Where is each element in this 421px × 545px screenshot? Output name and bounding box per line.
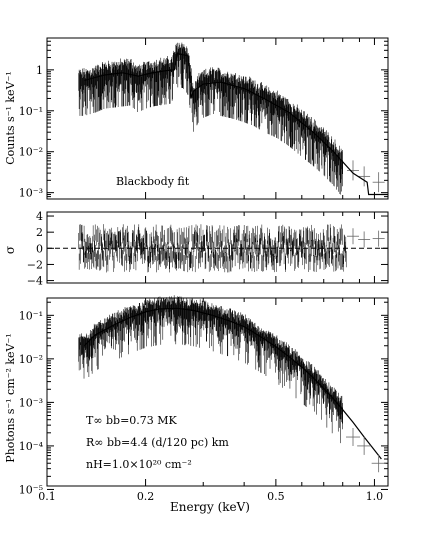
bottom-annotation-nh: nH=1.0×10²⁰ cm⁻² [86, 458, 192, 471]
y-tick-label: 10⁻² [19, 146, 43, 159]
model-line [83, 307, 382, 460]
model-line [84, 52, 388, 196]
top-annotation: Blackbody fit [116, 175, 190, 188]
x-tick-label: 0.2 [137, 490, 155, 503]
y-tick-label: 0 [36, 242, 43, 255]
y-tick-label: 10⁻³ [19, 187, 43, 200]
plot-frame [46, 211, 389, 284]
y-tick-label: 10⁻⁵ [19, 483, 43, 496]
y-tick-label: −2 [27, 258, 43, 271]
y-tick-label: 4 [36, 210, 43, 223]
middle-panel: 4 2 0 −2 −4 [27, 210, 389, 288]
y-tick-label: 10⁻¹ [19, 309, 43, 322]
bottom-annotation-temperature: T∞ bb=0.73 MK [86, 414, 178, 427]
x-tick-label: 0.1 [38, 490, 56, 503]
top-panel: 1 10⁻¹ 10⁻² 10⁻³ [19, 37, 389, 200]
y-tick-label: −4 [27, 275, 43, 288]
x-tick-label: 1.0 [366, 490, 384, 503]
x-axis-label: Energy (keV) [170, 500, 250, 514]
x-tick-label: 0.5 [267, 490, 285, 503]
y-tick-label: 2 [36, 226, 43, 239]
bottom-panel: 0.1 0.2 0.5 1.0 10⁻¹ 10⁻² 10⁻³ 10⁻⁴ 10⁻⁵ [19, 295, 389, 503]
y-tick-label: 10⁻³ [19, 396, 43, 409]
middle-ylabel: σ [3, 246, 17, 254]
top-ylabel: Counts s⁻¹ keV⁻¹ [4, 71, 17, 164]
bottom-ylabel: Photons s⁻¹ cm⁻² keV⁻¹ [4, 333, 17, 462]
plot-frame [46, 37, 389, 200]
y-tick-label: 10⁻² [19, 353, 43, 366]
plot-frame [46, 297, 389, 487]
y-tick-label: 10⁻⁴ [19, 440, 44, 453]
y-tick-label: 10⁻¹ [19, 105, 43, 118]
bottom-annotation-radius: R∞ bb=4.4 (d/120 pc) km [86, 436, 229, 449]
y-tick-label: 1 [36, 64, 43, 77]
